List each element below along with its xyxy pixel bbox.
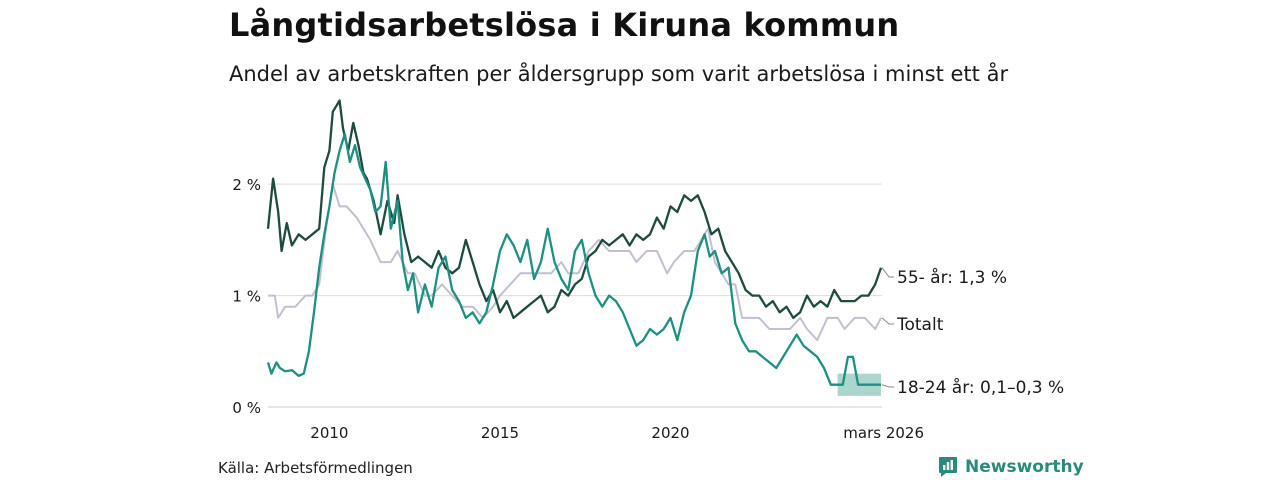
series-lines: [266, 99, 883, 386]
y-tick-label: 2 %: [232, 176, 261, 194]
end-label-totalt: Totalt: [896, 315, 944, 335]
series-end-labels: Totalt 55- år: 1,3 % 18-24 år: 0,1–0,3 %: [881, 267, 1064, 398]
y-axis-ticks: 0 % 1 % 2 %: [232, 176, 261, 417]
x-tick-label: 2020: [651, 424, 689, 442]
end-label-connector: [881, 384, 894, 388]
grid-lines: [268, 183, 882, 408]
series-line-totalt: [268, 183, 882, 342]
series-line-55-r: [266, 99, 883, 320]
end-label-connector: [881, 267, 894, 278]
y-tick-label: 0 %: [232, 399, 261, 417]
y-tick-label: 1 %: [232, 288, 261, 306]
series-line-18-24-r: [266, 132, 881, 386]
x-tick-label: 2010: [310, 424, 348, 442]
brand-logo[interactable]: Newsworthy: [938, 456, 1084, 478]
source-note: Källa: Arbetsförmedlingen: [218, 459, 413, 477]
end-label-18-24-r: 18-24 år: 0,1–0,3 %: [897, 377, 1064, 398]
end-label-connector: [881, 317, 894, 325]
newsworthy-logo-icon: [939, 457, 957, 477]
chart-title: Långtidsarbetslösa i Kiruna kommun: [229, 6, 900, 44]
brand-name: Newsworthy: [965, 457, 1084, 477]
x-tick-label: mars 2026: [843, 424, 924, 442]
x-axis-ticks: 2010 2015 2020 mars 2026: [310, 424, 924, 442]
end-label-55-r: 55- år: 1,3 %: [897, 267, 1007, 288]
chart-subtitle: Andel av arbetskraften per åldersgrupp s…: [229, 62, 1009, 86]
x-tick-label: 2015: [481, 424, 519, 442]
